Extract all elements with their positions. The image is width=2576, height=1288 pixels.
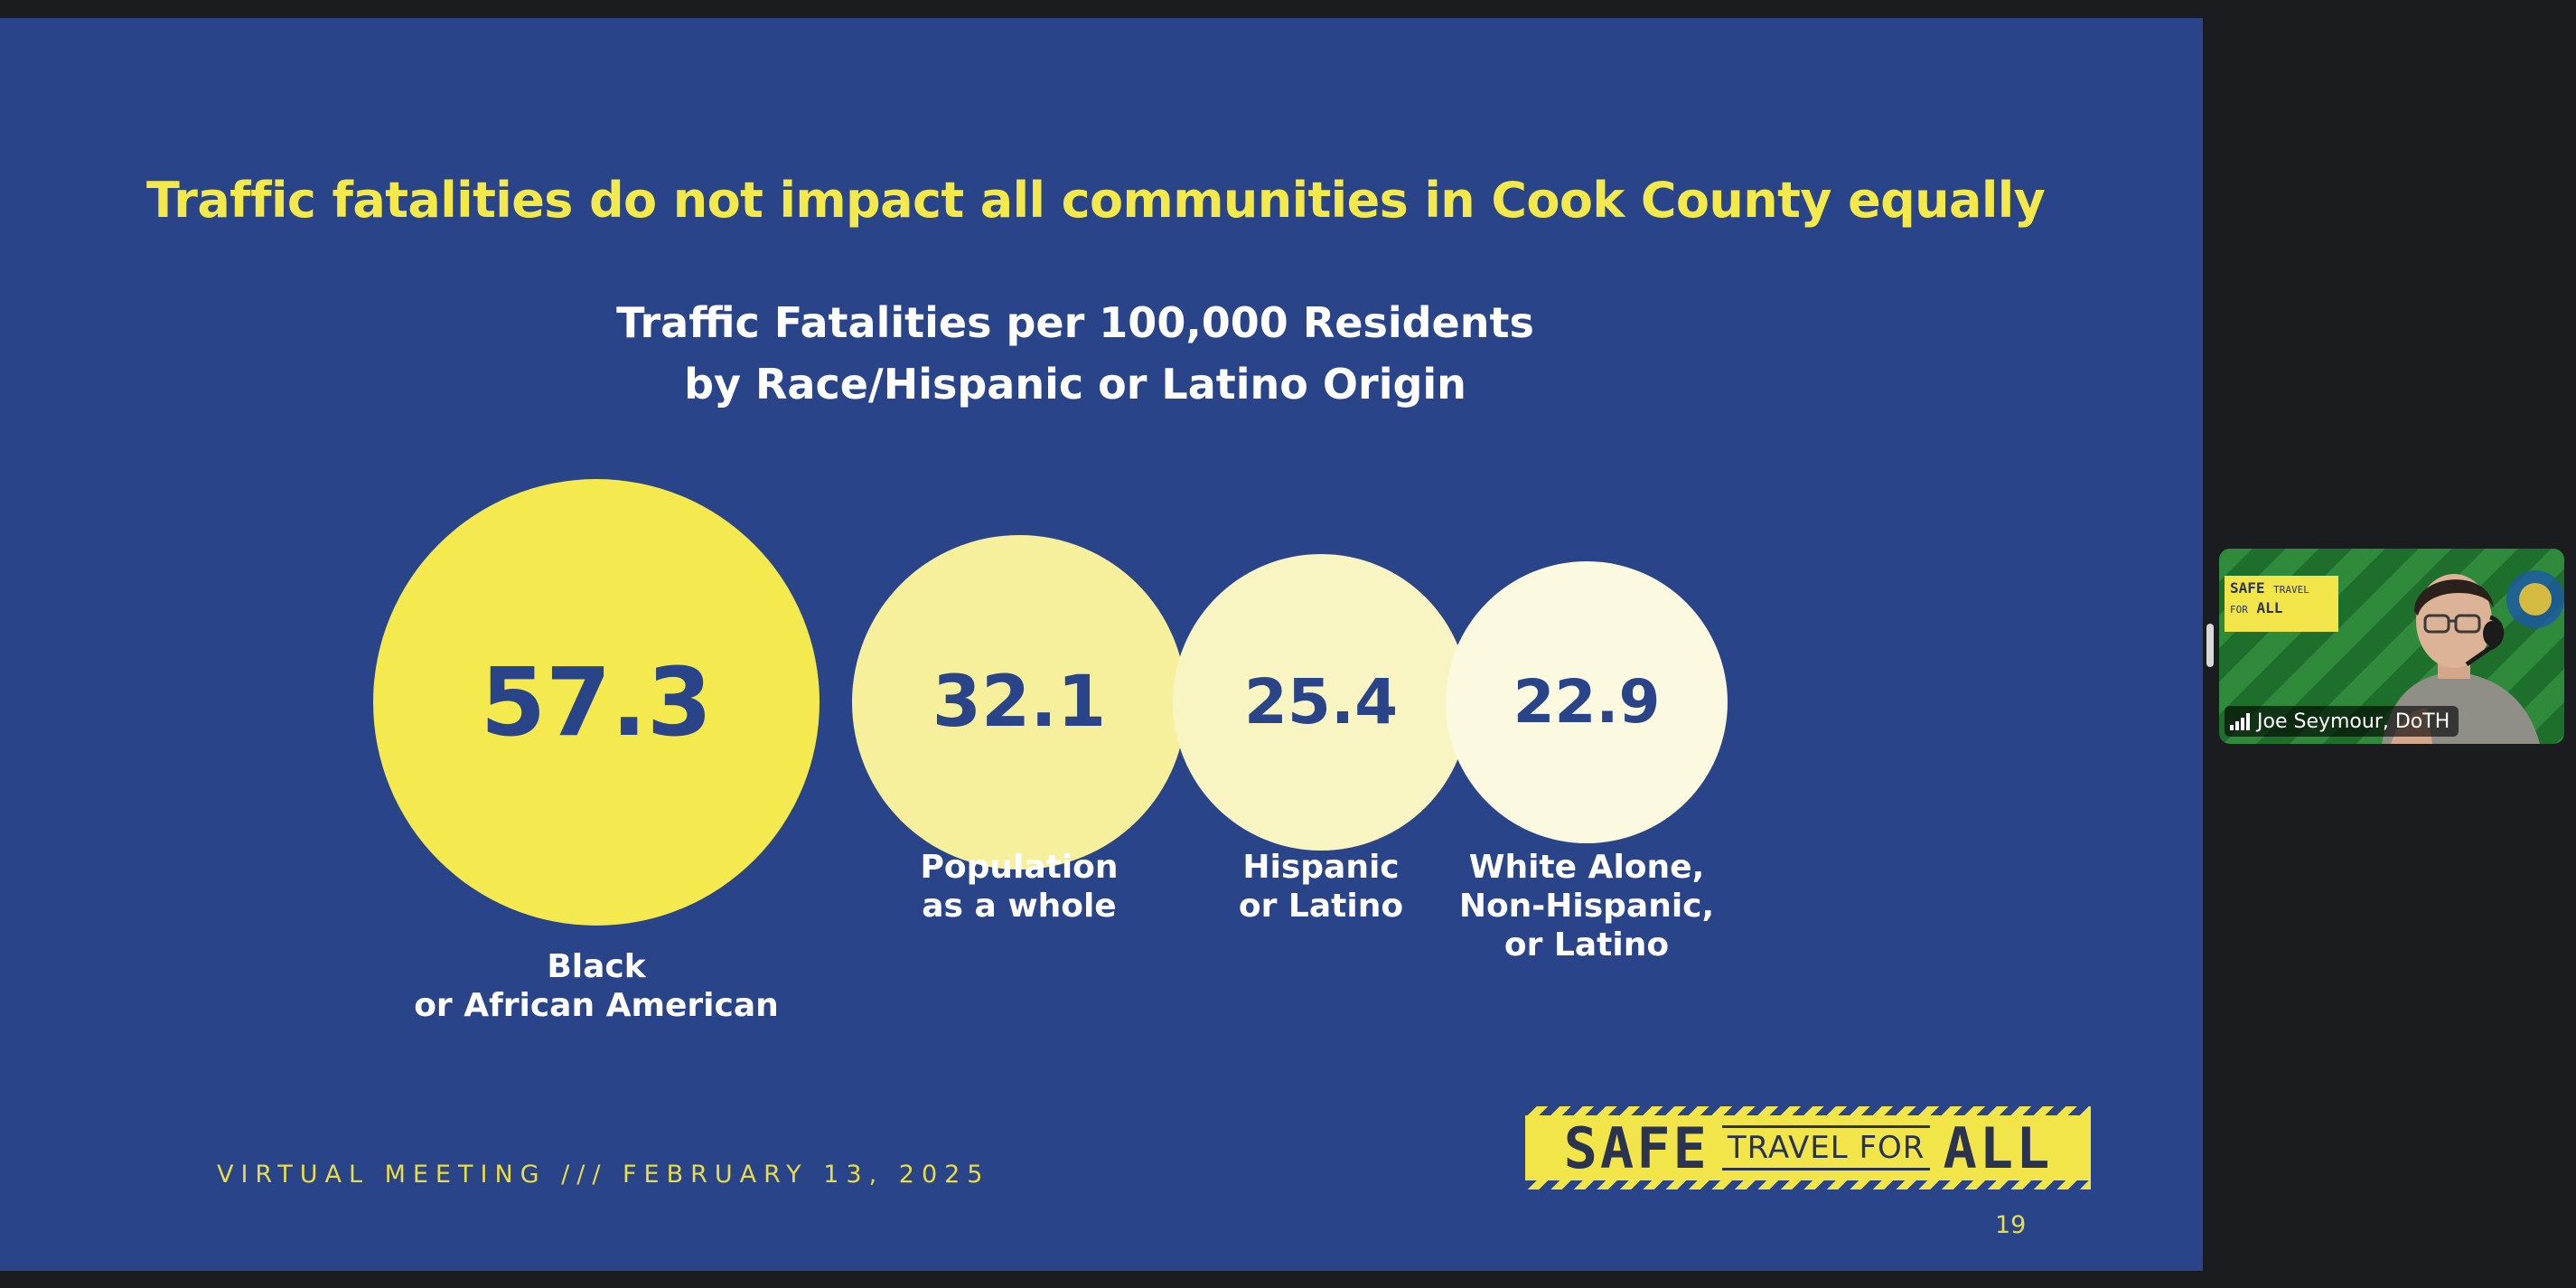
logo-travel-for: TRAVEL FOR (1721, 1125, 1931, 1170)
chart-title-line: Traffic Fatalities per 100,000 Residents (616, 298, 1534, 347)
bubble-label-line: Black (547, 948, 646, 985)
meeting-footer: VIRTUAL MEETING /// FEBRUARY 13, 2025 (217, 1161, 990, 1189)
bubble-label-line: Population (920, 849, 1119, 886)
bubble-label-line: or Latino (1503, 926, 1670, 964)
page-number: 19 (1995, 1211, 2027, 1239)
hazard-stripe (1525, 1106, 2091, 1115)
safe-travel-for-all-logo: SAFE TRAVEL FOR ALL (1525, 1106, 2091, 1189)
bubble-label: White Alone, Non-Hispanic, or Latino (1397, 848, 1776, 964)
bubble-label-line: White Alone, (1468, 849, 1705, 886)
bubble-black-or-african-american: 57.3 (373, 479, 820, 926)
chart-title: Traffic Fatalities per 100,000 Residents… (452, 292, 1699, 415)
bubble-value: 32.1 (932, 661, 1107, 743)
bubble-white-alone: 22.9 (1445, 560, 1728, 844)
slide-title: Traffic fatalities do not impact all com… (146, 172, 2046, 229)
participant-video-tile[interactable]: SAFE TRAVEL FOR ALL Joe Seymour, DoTH (2219, 549, 2564, 744)
bubble-label: Black or African American (407, 947, 786, 1025)
bubble-label-line: Non-Hispanic, (1458, 888, 1715, 925)
presentation-slide: Traffic fatalities do not impact all com… (0, 18, 2203, 1271)
chart-title-line: by Race/Hispanic or Latino Origin (684, 360, 1466, 409)
logo-safe: SAFE (1563, 1114, 1710, 1181)
window-top-strip (0, 0, 2576, 18)
bubble-population-as-a-whole: 32.1 (852, 535, 1186, 870)
bubble-label-line: or Latino (1238, 888, 1404, 925)
bubble-label-line: or African American (414, 987, 779, 1024)
bubble-label: Population as a whole (829, 848, 1209, 926)
connection-signal-icon (2230, 712, 2250, 730)
bubble-hispanic-or-latino: 25.4 (1172, 553, 1470, 851)
bubble-label-line: as a whole (922, 888, 1117, 925)
bubble-value: 25.4 (1243, 665, 1399, 738)
participant-name: Joe Seymour, DoTH (2257, 710, 2450, 733)
participant-name-tag: Joe Seymour, DoTH (2225, 706, 2459, 737)
bubble-label-line: Hispanic (1242, 849, 1400, 886)
logo-all: ALL (1943, 1114, 2053, 1181)
virtual-background-logo: SAFE TRAVEL FOR ALL (2225, 576, 2338, 632)
bubble-value: 22.9 (1513, 667, 1661, 738)
bubble-label: Hispanic or Latino (1131, 848, 1511, 926)
bubble-value: 57.3 (480, 647, 713, 757)
hazard-stripe (1525, 1180, 2091, 1189)
panel-resize-handle[interactable] (2206, 624, 2214, 667)
